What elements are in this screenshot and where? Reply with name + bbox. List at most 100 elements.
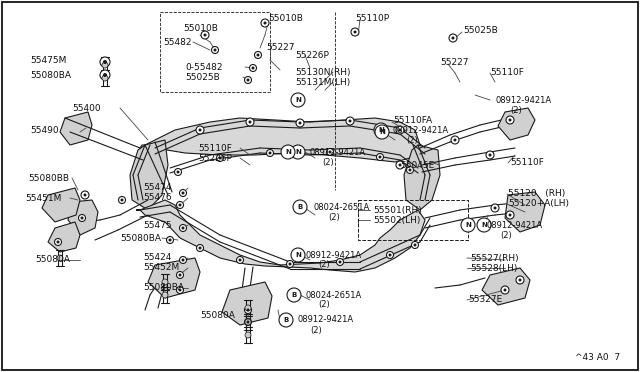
Circle shape bbox=[378, 155, 381, 158]
Circle shape bbox=[179, 289, 182, 292]
Text: 0-55482: 0-55482 bbox=[185, 62, 223, 71]
Circle shape bbox=[179, 257, 186, 263]
Text: 55502(LH): 55502(LH) bbox=[373, 215, 420, 224]
Text: 08912-9421A: 08912-9421A bbox=[310, 148, 366, 157]
Text: 55120   (RH): 55120 (RH) bbox=[508, 189, 565, 198]
Text: 55501(RH): 55501(RH) bbox=[373, 205, 422, 215]
Circle shape bbox=[239, 259, 241, 262]
Circle shape bbox=[237, 257, 243, 263]
Text: (2): (2) bbox=[318, 301, 330, 310]
Circle shape bbox=[245, 319, 251, 325]
Circle shape bbox=[516, 276, 524, 284]
Text: 08912-9421A: 08912-9421A bbox=[496, 96, 552, 105]
Circle shape bbox=[211, 46, 218, 54]
Circle shape bbox=[293, 200, 307, 214]
Circle shape bbox=[120, 199, 124, 202]
Text: 55476: 55476 bbox=[143, 192, 172, 202]
Polygon shape bbox=[136, 200, 425, 272]
Text: 55080BA: 55080BA bbox=[30, 71, 71, 80]
Text: 55226P: 55226P bbox=[198, 154, 232, 163]
Circle shape bbox=[454, 138, 456, 141]
Text: 55025B: 55025B bbox=[185, 73, 220, 81]
Circle shape bbox=[412, 241, 419, 248]
Text: 08912-9421A: 08912-9421A bbox=[306, 250, 362, 260]
Circle shape bbox=[196, 126, 204, 134]
Text: 55482: 55482 bbox=[163, 38, 191, 46]
Text: 55227: 55227 bbox=[266, 42, 294, 51]
Circle shape bbox=[296, 119, 304, 127]
Circle shape bbox=[102, 75, 108, 81]
Circle shape bbox=[54, 238, 61, 246]
Circle shape bbox=[501, 286, 509, 294]
Circle shape bbox=[177, 272, 184, 279]
Circle shape bbox=[179, 189, 186, 196]
Text: 55327E: 55327E bbox=[468, 295, 502, 305]
Polygon shape bbox=[42, 188, 80, 222]
Text: 55528(LH): 55528(LH) bbox=[470, 263, 517, 273]
Circle shape bbox=[57, 255, 63, 261]
Text: 55110F: 55110F bbox=[490, 67, 524, 77]
Polygon shape bbox=[505, 192, 545, 232]
Circle shape bbox=[486, 151, 494, 159]
Circle shape bbox=[83, 193, 86, 196]
Circle shape bbox=[388, 253, 392, 257]
Circle shape bbox=[291, 93, 305, 107]
Polygon shape bbox=[482, 268, 530, 305]
Text: N: N bbox=[285, 149, 291, 155]
Circle shape bbox=[166, 237, 173, 244]
Circle shape bbox=[289, 263, 291, 266]
Text: (2): (2) bbox=[500, 231, 512, 240]
Circle shape bbox=[248, 121, 252, 124]
Circle shape bbox=[257, 54, 259, 57]
Text: 55227: 55227 bbox=[440, 58, 468, 67]
Circle shape bbox=[279, 313, 293, 327]
Circle shape bbox=[244, 307, 252, 314]
Text: 55045E: 55045E bbox=[400, 160, 435, 170]
Circle shape bbox=[491, 204, 499, 212]
Text: N: N bbox=[379, 129, 385, 135]
Text: N: N bbox=[481, 222, 487, 228]
Circle shape bbox=[387, 251, 394, 259]
Circle shape bbox=[177, 202, 184, 208]
Polygon shape bbox=[130, 140, 168, 210]
Circle shape bbox=[177, 286, 184, 294]
Circle shape bbox=[326, 148, 333, 155]
Circle shape bbox=[269, 151, 271, 154]
Text: 08912-9421A: 08912-9421A bbox=[487, 221, 543, 230]
Circle shape bbox=[374, 123, 388, 137]
Circle shape bbox=[246, 78, 250, 81]
Circle shape bbox=[56, 241, 60, 244]
Circle shape bbox=[103, 73, 107, 77]
Circle shape bbox=[244, 77, 252, 83]
Text: N: N bbox=[378, 127, 384, 133]
Text: 55490: 55490 bbox=[30, 125, 59, 135]
Circle shape bbox=[408, 169, 412, 171]
Circle shape bbox=[399, 128, 401, 131]
Polygon shape bbox=[148, 258, 200, 298]
Circle shape bbox=[349, 119, 351, 122]
Text: 55131M(LH): 55131M(LH) bbox=[295, 77, 350, 87]
Text: 55080A: 55080A bbox=[35, 256, 70, 264]
Circle shape bbox=[100, 57, 110, 67]
Circle shape bbox=[518, 279, 522, 282]
Text: 55110FA: 55110FA bbox=[393, 115, 432, 125]
Circle shape bbox=[346, 117, 354, 125]
Circle shape bbox=[287, 260, 294, 267]
Text: 55226P: 55226P bbox=[295, 51, 329, 60]
Circle shape bbox=[413, 244, 417, 247]
Text: ^43 A0  7: ^43 A0 7 bbox=[575, 353, 620, 362]
Circle shape bbox=[246, 321, 250, 324]
Circle shape bbox=[118, 196, 125, 203]
Text: 08912-9421A: 08912-9421A bbox=[298, 315, 354, 324]
Circle shape bbox=[168, 238, 172, 241]
Circle shape bbox=[252, 67, 255, 70]
Circle shape bbox=[218, 157, 221, 160]
Text: 08912-9421A: 08912-9421A bbox=[393, 125, 449, 135]
Circle shape bbox=[451, 136, 459, 144]
Text: (2): (2) bbox=[328, 212, 340, 221]
Circle shape bbox=[102, 62, 108, 68]
Circle shape bbox=[506, 116, 514, 124]
Circle shape bbox=[198, 247, 202, 250]
Circle shape bbox=[461, 218, 475, 232]
Text: B: B bbox=[284, 317, 289, 323]
